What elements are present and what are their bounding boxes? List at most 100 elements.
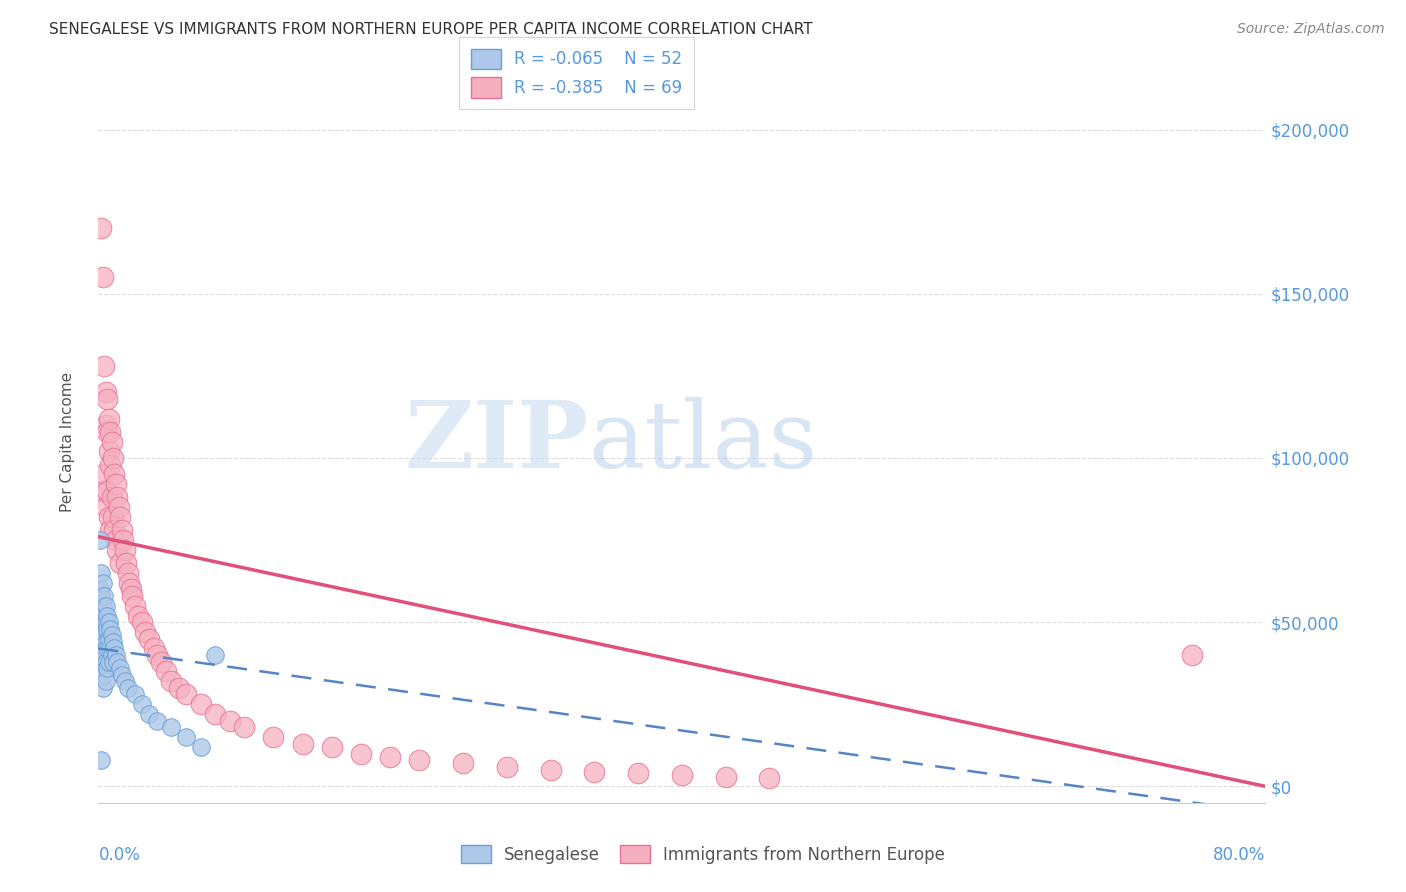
Point <box>540 763 562 777</box>
Point <box>94 418 117 433</box>
Point <box>93 648 115 662</box>
Point <box>103 467 125 482</box>
Point <box>108 500 131 515</box>
Point <box>93 589 115 603</box>
Point <box>96 608 118 623</box>
Point <box>451 756 474 771</box>
Point <box>142 641 165 656</box>
Point <box>89 582 111 597</box>
Point <box>98 641 121 656</box>
Point <box>100 491 122 505</box>
Point <box>350 747 373 761</box>
Point <box>174 687 197 701</box>
Point <box>204 648 226 662</box>
Point <box>114 674 136 689</box>
Point <box>120 582 142 597</box>
Point <box>100 648 122 662</box>
Point <box>94 615 117 630</box>
Point <box>98 458 121 472</box>
Point <box>124 599 146 613</box>
Point <box>90 566 112 580</box>
Point <box>111 667 134 681</box>
Point <box>110 661 132 675</box>
Point <box>110 510 132 524</box>
Point <box>91 599 114 613</box>
Point <box>117 681 139 695</box>
Text: 80.0%: 80.0% <box>1213 847 1265 864</box>
Point <box>91 575 114 590</box>
Point <box>97 444 120 458</box>
Point <box>91 270 114 285</box>
Point <box>93 667 115 681</box>
Point <box>91 661 114 675</box>
Point <box>714 770 737 784</box>
Point <box>218 714 240 728</box>
Point <box>131 615 153 630</box>
Point <box>174 730 197 744</box>
Text: atlas: atlas <box>589 397 818 486</box>
Point <box>262 730 284 744</box>
Point <box>101 450 124 465</box>
Point <box>98 425 121 439</box>
Point <box>93 608 115 623</box>
Point <box>496 760 519 774</box>
Point <box>90 753 112 767</box>
Point <box>91 641 114 656</box>
Point <box>100 434 122 449</box>
Point <box>96 661 118 675</box>
Point <box>146 648 169 662</box>
Point <box>97 510 120 524</box>
Point <box>93 359 115 373</box>
Point <box>204 707 226 722</box>
Point <box>93 467 115 482</box>
Text: 0.0%: 0.0% <box>98 847 141 864</box>
Point <box>233 720 256 734</box>
Point <box>90 615 112 630</box>
Point <box>91 622 114 636</box>
Point <box>167 681 190 695</box>
Point <box>101 635 124 649</box>
Point <box>104 648 127 662</box>
Point <box>114 542 136 557</box>
Point <box>96 483 118 498</box>
Point <box>160 674 183 689</box>
Point <box>112 533 135 547</box>
Point <box>146 714 169 728</box>
Point <box>96 425 118 439</box>
Point <box>131 698 153 712</box>
Point <box>101 655 124 669</box>
Point <box>127 608 149 623</box>
Text: Source: ZipAtlas.com: Source: ZipAtlas.com <box>1237 22 1385 37</box>
Point <box>90 648 112 662</box>
Point <box>105 491 128 505</box>
Point <box>134 625 156 640</box>
Point <box>103 523 125 537</box>
Point <box>671 768 693 782</box>
Point <box>96 622 118 636</box>
Point <box>160 720 183 734</box>
Point <box>94 599 117 613</box>
Point <box>94 674 117 689</box>
Point <box>111 523 134 537</box>
Point <box>627 766 650 780</box>
Point <box>96 392 118 406</box>
Point <box>105 542 128 557</box>
Point <box>110 556 132 570</box>
Point <box>103 641 125 656</box>
Point <box>104 477 127 491</box>
Point <box>321 739 343 754</box>
Text: ZIP: ZIP <box>405 397 589 486</box>
Point <box>94 500 117 515</box>
Point <box>155 665 177 679</box>
Point <box>121 589 143 603</box>
Point <box>100 628 122 642</box>
Y-axis label: Per Capita Income: Per Capita Income <box>60 371 75 512</box>
Point <box>118 575 141 590</box>
Point <box>89 632 111 646</box>
Point <box>90 589 112 603</box>
Point <box>93 628 115 642</box>
Point <box>117 566 139 580</box>
Point <box>115 556 138 570</box>
Point <box>96 641 118 656</box>
Legend: R = -0.065    N = 52, R = -0.385    N = 69: R = -0.065 N = 52, R = -0.385 N = 69 <box>460 37 695 109</box>
